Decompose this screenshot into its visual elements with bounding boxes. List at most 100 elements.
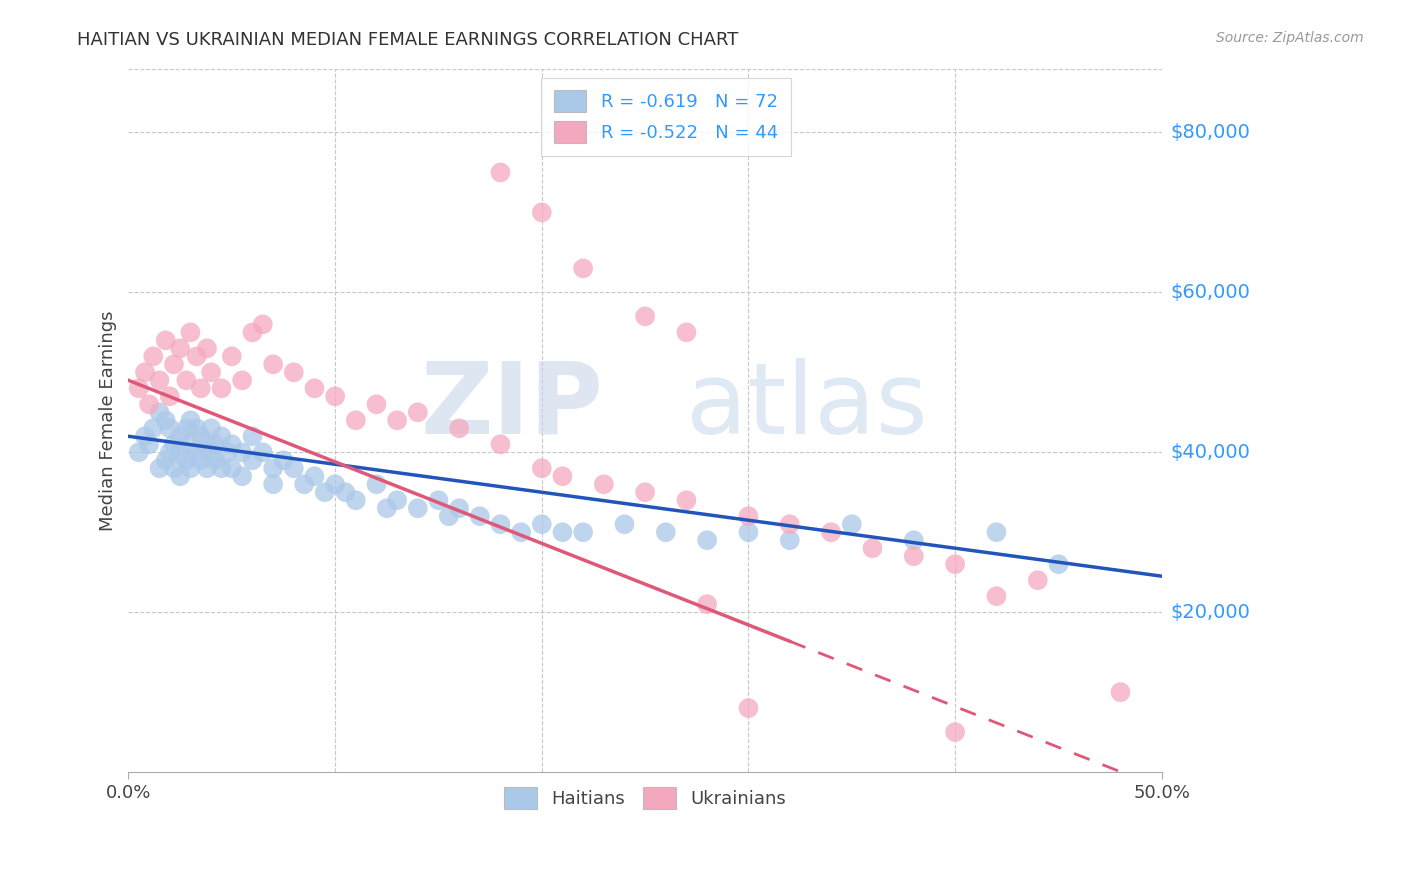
Point — [155, 453, 177, 467]
Text: $20,000: $20,000 — [1170, 603, 1250, 622]
Point — [231, 445, 253, 459]
Point — [231, 373, 253, 387]
Point — [737, 701, 759, 715]
Point — [186, 349, 208, 363]
Point — [468, 509, 491, 524]
Point — [195, 342, 218, 356]
Point — [186, 445, 208, 459]
Point — [195, 437, 218, 451]
Point — [179, 413, 201, 427]
Point — [613, 517, 636, 532]
Point — [169, 342, 191, 356]
Point — [696, 597, 718, 611]
Y-axis label: Median Female Earnings: Median Female Earnings — [100, 310, 117, 531]
Point — [159, 445, 181, 459]
Point — [179, 326, 201, 340]
Point — [148, 405, 170, 419]
Point — [211, 381, 233, 395]
Point — [592, 477, 614, 491]
Text: HAITIAN VS UKRAINIAN MEDIAN FEMALE EARNINGS CORRELATION CHART: HAITIAN VS UKRAINIAN MEDIAN FEMALE EARNI… — [77, 31, 738, 49]
Point — [304, 381, 326, 395]
Point — [489, 517, 512, 532]
Point — [138, 437, 160, 451]
Point — [737, 525, 759, 540]
Point — [176, 421, 198, 435]
Point — [655, 525, 678, 540]
Point — [323, 389, 346, 403]
Text: atlas: atlas — [686, 358, 928, 455]
Point — [176, 373, 198, 387]
Point — [1047, 558, 1070, 572]
Point — [366, 477, 388, 491]
Point — [986, 525, 1008, 540]
Point — [841, 517, 863, 532]
Point — [134, 429, 156, 443]
Point — [262, 357, 284, 371]
Point — [148, 461, 170, 475]
Point — [138, 397, 160, 411]
Point — [176, 453, 198, 467]
Point — [510, 525, 533, 540]
Point — [262, 461, 284, 475]
Point — [128, 445, 150, 459]
Point — [211, 429, 233, 443]
Point — [323, 477, 346, 491]
Point — [737, 509, 759, 524]
Point — [572, 525, 595, 540]
Point — [186, 421, 208, 435]
Point — [242, 326, 264, 340]
Point — [530, 205, 553, 219]
Point — [217, 445, 239, 459]
Text: Source: ZipAtlas.com: Source: ZipAtlas.com — [1216, 31, 1364, 45]
Point — [190, 429, 212, 443]
Point — [169, 445, 191, 459]
Point — [163, 461, 186, 475]
Point — [242, 429, 264, 443]
Point — [169, 429, 191, 443]
Point — [903, 549, 925, 564]
Point — [449, 501, 471, 516]
Point — [437, 509, 460, 524]
Point — [385, 493, 408, 508]
Point — [204, 437, 226, 451]
Point — [344, 493, 367, 508]
Point — [190, 453, 212, 467]
Point — [195, 461, 218, 475]
Point — [179, 461, 201, 475]
Point — [242, 453, 264, 467]
Point — [385, 413, 408, 427]
Point — [134, 365, 156, 379]
Point — [262, 477, 284, 491]
Point — [155, 413, 177, 427]
Point — [252, 318, 274, 332]
Point — [427, 493, 450, 508]
Point — [820, 525, 842, 540]
Point — [335, 485, 357, 500]
Point — [986, 589, 1008, 603]
Point — [163, 357, 186, 371]
Point — [779, 533, 801, 548]
Point — [1109, 685, 1132, 699]
Point — [675, 493, 697, 508]
Point — [221, 349, 243, 363]
Point — [675, 326, 697, 340]
Point — [489, 165, 512, 179]
Point — [283, 461, 305, 475]
Point — [634, 485, 657, 500]
Point — [231, 469, 253, 483]
Point — [366, 397, 388, 411]
Point — [159, 421, 181, 435]
Point — [406, 501, 429, 516]
Point — [148, 373, 170, 387]
Text: ZIP: ZIP — [420, 358, 603, 455]
Point — [489, 437, 512, 451]
Point — [862, 541, 884, 556]
Point — [128, 381, 150, 395]
Point — [169, 469, 191, 483]
Point — [406, 405, 429, 419]
Point — [530, 517, 553, 532]
Point — [551, 525, 574, 540]
Point — [292, 477, 315, 491]
Legend: Haitians, Ukrainians: Haitians, Ukrainians — [498, 780, 793, 816]
Text: $80,000: $80,000 — [1170, 123, 1250, 142]
